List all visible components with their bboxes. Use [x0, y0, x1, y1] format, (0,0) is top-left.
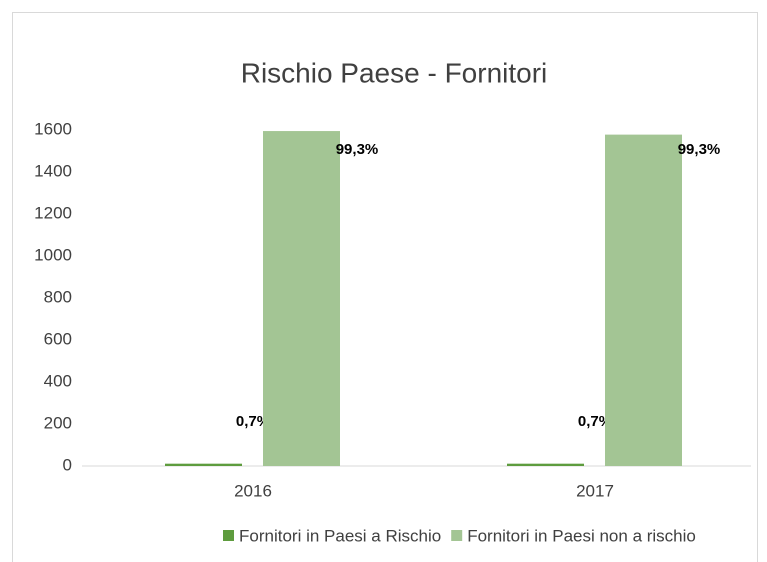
y-tick-label: 0: [63, 455, 72, 474]
bar: [605, 134, 682, 466]
y-tick-label: 600: [44, 329, 72, 348]
y-tick-label: 400: [44, 371, 72, 390]
percent-label: 99,3%: [678, 141, 721, 158]
percent-label: 0,7%: [236, 413, 270, 430]
y-tick-label: 1200: [34, 203, 72, 222]
legend-label: Fornitori in Paesi a Rischio: [239, 526, 441, 545]
bar: [165, 463, 242, 466]
bar: [263, 131, 340, 467]
x-tick-label: 2017: [576, 481, 614, 500]
y-tick-label: 200: [44, 413, 72, 432]
chart-title: Rischio Paese - Fornitori: [241, 57, 548, 88]
y-tick-label: 1600: [34, 119, 72, 138]
y-tick-label: 1000: [34, 245, 72, 264]
percent-label: 99,3%: [336, 141, 379, 158]
y-tick-label: 800: [44, 287, 72, 306]
legend-label: Fornitori in Paesi non a rischio: [467, 526, 696, 545]
bar: [507, 463, 584, 466]
x-tick-label: 2016: [234, 481, 272, 500]
legend-swatch: [223, 530, 234, 541]
percent-label: 0,7%: [578, 413, 612, 430]
legend-swatch: [451, 530, 463, 541]
y-tick-label: 1400: [34, 161, 72, 180]
